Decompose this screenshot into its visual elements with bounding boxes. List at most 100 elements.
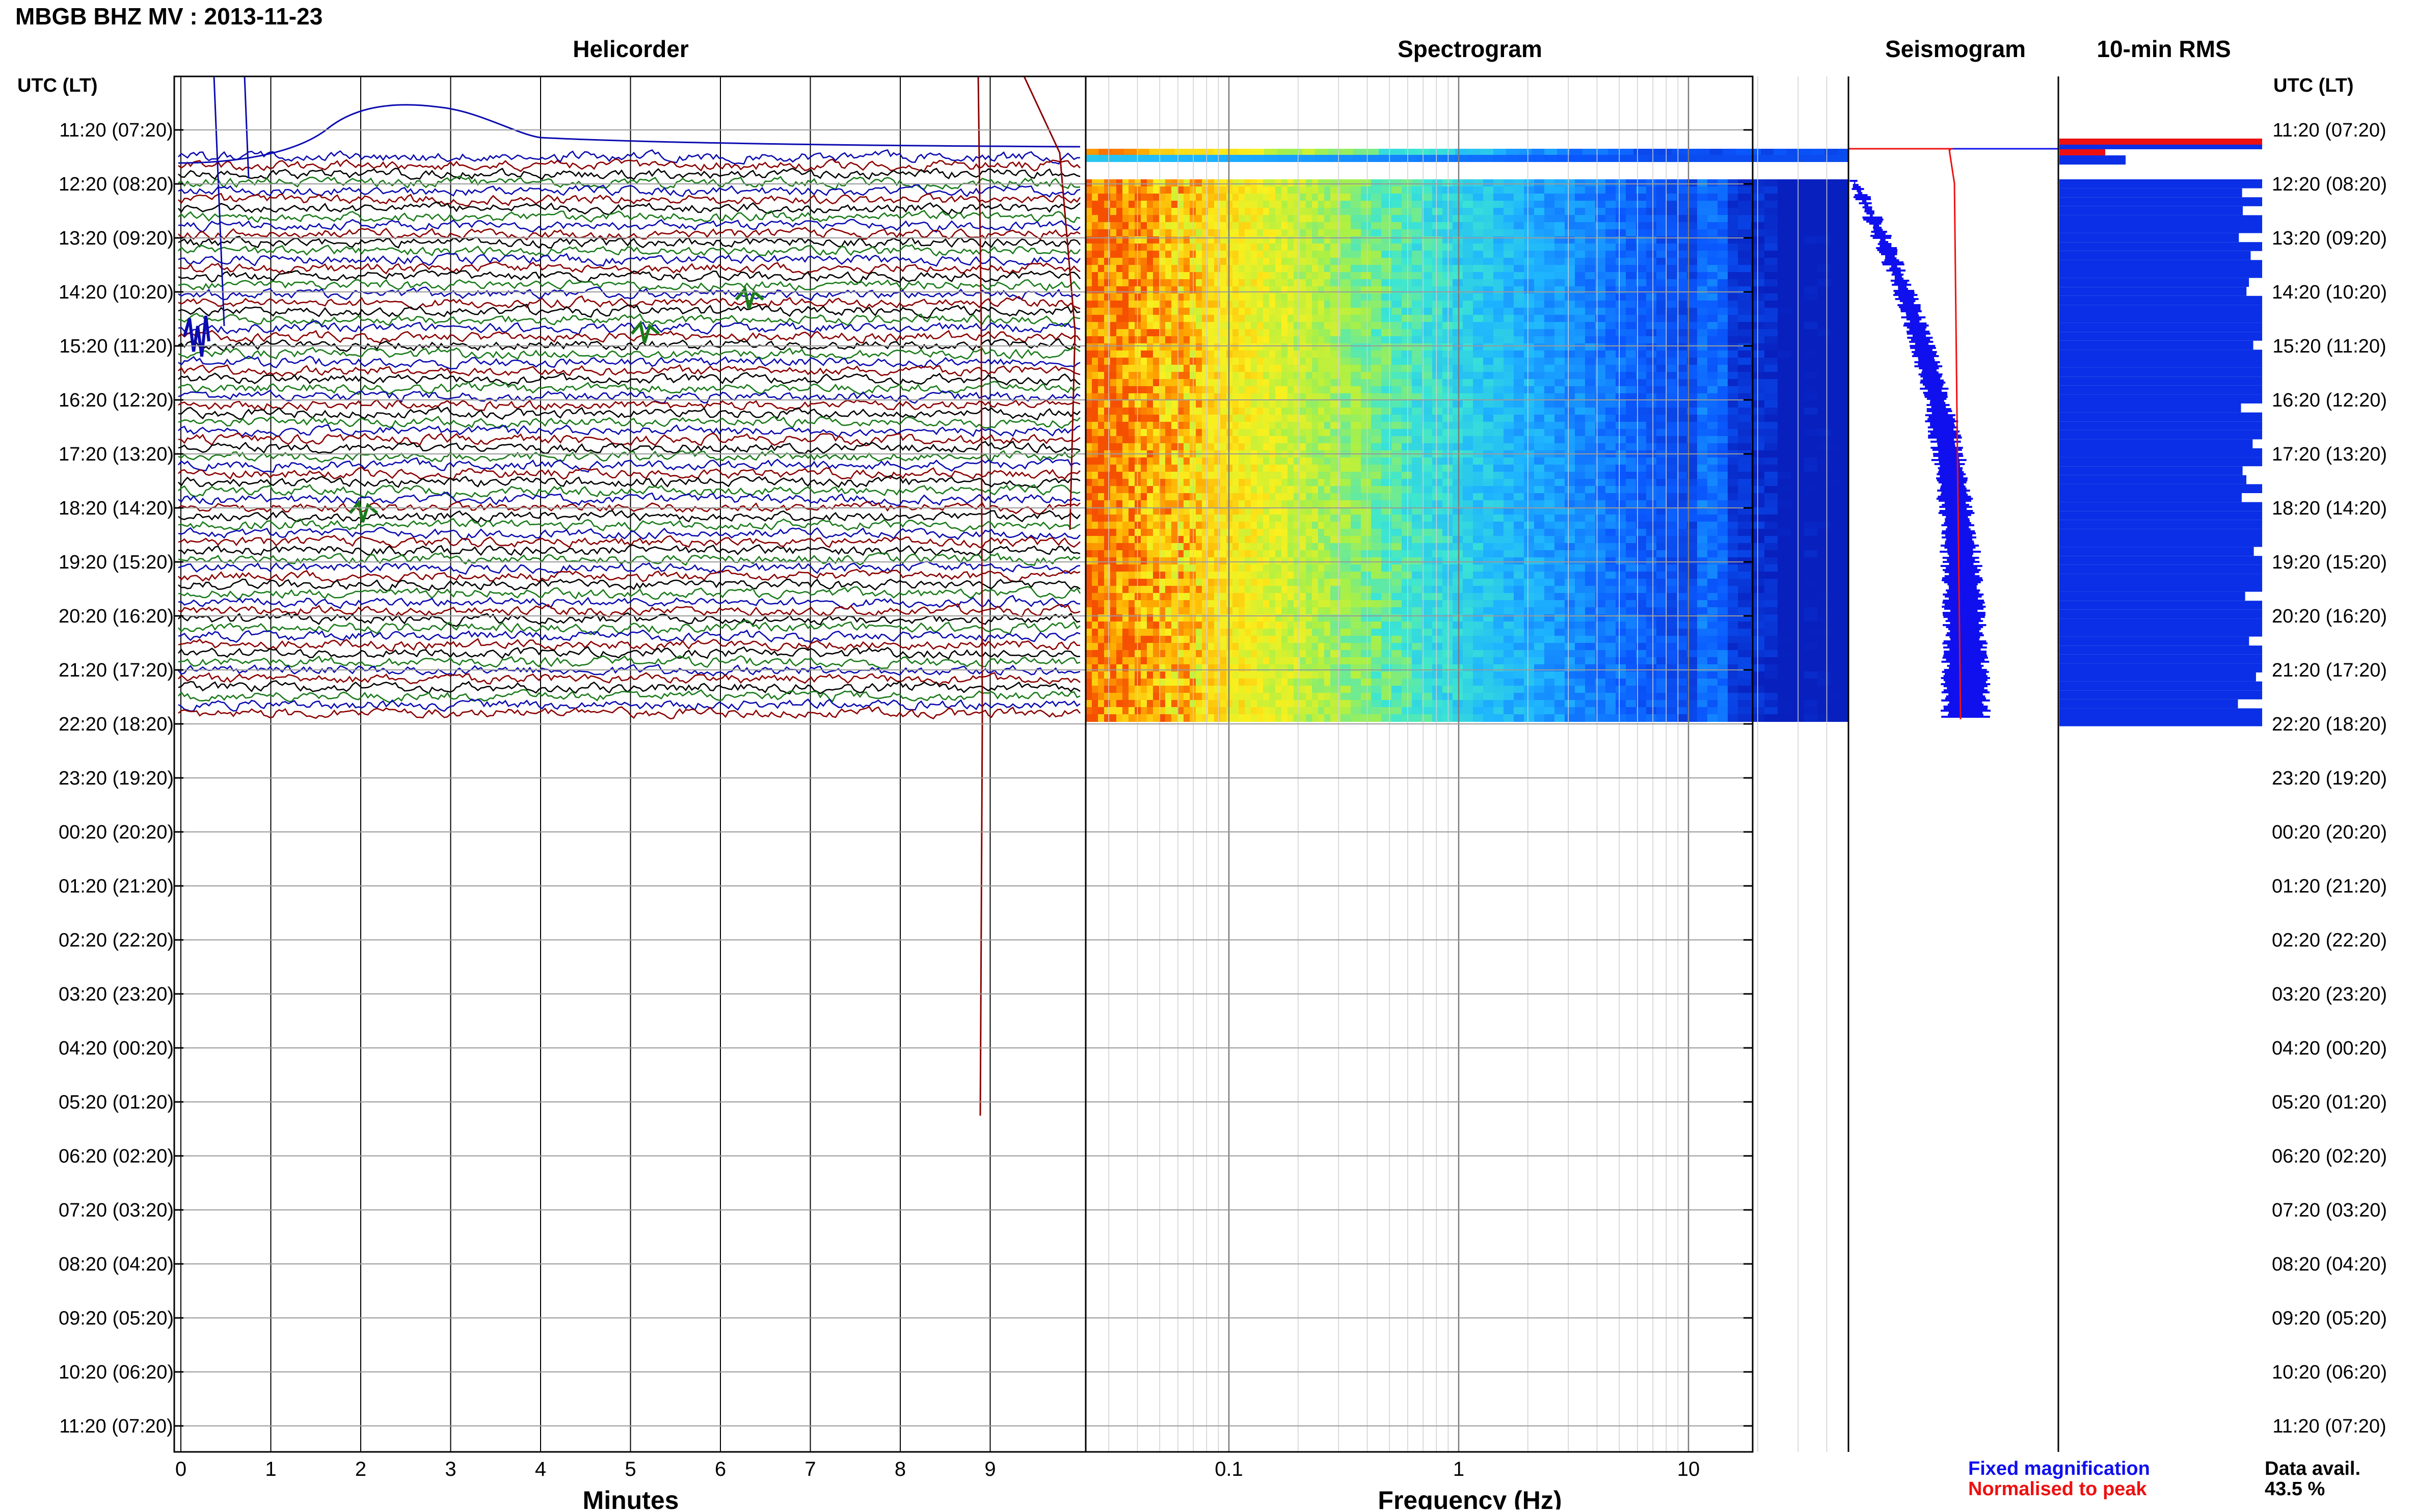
spectrogram-cell — [1483, 443, 1494, 451]
spectrogram-cell — [1697, 272, 1708, 280]
spectrogram-cell — [1687, 208, 1698, 215]
spectrogram-cell — [1245, 186, 1251, 194]
spectrogram-cell — [1153, 258, 1160, 265]
spectrogram-cell — [1514, 208, 1524, 215]
spectrogram-cell — [1171, 336, 1178, 344]
spectrogram-cell — [1239, 372, 1245, 380]
spectrogram-cell — [1116, 550, 1123, 558]
spectrogram-cell — [1381, 279, 1392, 287]
spectrogram-cell — [1844, 201, 1848, 208]
spectrogram-cell — [1616, 301, 1626, 308]
spectrogram-cell — [1595, 543, 1606, 551]
spectrogram-cell — [1483, 329, 1494, 337]
spectrogram-cell — [1232, 422, 1239, 429]
spectrogram-cell — [1514, 186, 1524, 194]
spectrogram-cell — [1214, 500, 1221, 508]
spectrogram-cell — [1239, 493, 1245, 501]
spectrogram-cell — [1646, 557, 1657, 565]
spectrogram-cell — [1667, 507, 1677, 515]
spectrogram-cell — [1493, 536, 1504, 544]
spectrogram-cell — [1104, 465, 1111, 472]
spectrogram-cell — [1251, 155, 1265, 162]
spectrogram-cell — [1391, 315, 1402, 322]
spectrogram-cell — [1667, 557, 1677, 565]
spectrogram-cell — [1351, 500, 1361, 508]
spectrogram-cell — [1202, 564, 1209, 572]
spectrogram-cell — [1098, 400, 1105, 408]
spectrogram-cell — [1412, 400, 1423, 408]
spectrogram-cell — [1196, 529, 1202, 536]
spectrogram-cell — [1324, 343, 1331, 351]
spectrogram-cell — [1483, 472, 1494, 479]
spectrogram-cell — [1257, 329, 1264, 337]
spectrogram-cell — [1412, 550, 1423, 558]
spectrogram-cell — [1544, 564, 1555, 572]
spectrogram-cell — [1667, 400, 1677, 408]
spectrogram-cell — [1251, 386, 1257, 394]
spectrogram-cell — [1667, 479, 1677, 487]
spectrogram-cell — [1287, 244, 1294, 251]
spectrogram-cell — [1493, 529, 1504, 536]
spectrogram-cell — [1184, 272, 1190, 280]
spectrogram-cell — [1214, 536, 1221, 544]
spectrogram-cell — [1141, 479, 1147, 487]
spectrogram-cell — [1595, 479, 1606, 487]
spectrogram-cell — [1116, 379, 1123, 387]
spectrogram-cell — [1442, 315, 1453, 322]
spectrogram-cell — [1208, 557, 1215, 565]
spectrogram-cell — [1135, 194, 1141, 201]
spectrogram-cell — [1585, 244, 1596, 251]
spectrogram-cell — [1277, 149, 1290, 155]
spectrogram-cell — [1687, 258, 1698, 265]
spectrogram-cell — [1677, 500, 1687, 508]
spectrogram-cell — [1432, 536, 1443, 544]
spectrogram-cell — [1595, 251, 1606, 258]
spectrogram-cell — [1294, 194, 1300, 201]
spectrogram-cell — [1269, 465, 1276, 472]
spectrogram-cell — [1575, 557, 1586, 565]
spectrogram-cell — [1565, 315, 1575, 322]
spectrogram-cell — [1159, 457, 1166, 465]
spectrogram-cell — [1141, 415, 1147, 422]
spectrogram-cell — [1366, 149, 1379, 155]
spectrogram-cell — [1391, 379, 1402, 387]
spectrogram-cell — [1453, 465, 1463, 472]
spectrogram-cell — [1263, 372, 1270, 380]
spectrogram-cell — [1463, 244, 1473, 251]
spectrogram-cell — [1141, 500, 1147, 508]
spectrogram-cell — [1687, 465, 1698, 472]
spectrogram-cell — [1220, 557, 1227, 565]
spectrogram-cell — [1514, 486, 1524, 494]
spectrogram-cell — [1764, 429, 1778, 437]
spectrogram-cell — [1141, 343, 1147, 351]
spectrogram-cell — [1324, 179, 1331, 187]
spectrogram-cell — [1294, 336, 1300, 344]
spectrogram-cell — [1318, 186, 1325, 194]
spectrogram-cell — [1306, 222, 1312, 230]
spectrogram-cell — [1616, 486, 1626, 494]
spectrogram-cell — [1214, 286, 1221, 294]
spectrogram-cell — [1707, 265, 1718, 273]
spectrogram-cell — [1098, 557, 1105, 565]
spectrogram-cell — [1422, 358, 1433, 365]
spectrogram-cell — [1764, 329, 1778, 337]
spectrogram-cell — [1202, 244, 1209, 251]
spectrogram-cell — [1585, 279, 1596, 287]
spectrogram-cell — [1812, 155, 1825, 162]
spectrogram-cell — [1300, 543, 1306, 551]
spectrogram-cell — [1153, 408, 1160, 415]
spectrogram-cell — [1432, 507, 1443, 515]
spectrogram-cell — [1493, 322, 1504, 330]
spectrogram-cell — [1171, 393, 1178, 401]
spectrogram-cell — [1738, 386, 1752, 394]
spectrogram-cell — [1171, 564, 1178, 572]
spectrogram-cell — [1381, 365, 1392, 372]
spectrogram-cell — [1575, 329, 1586, 337]
spectrogram-cell — [1442, 550, 1453, 558]
spectrogram-cell — [1275, 322, 1282, 330]
spectrogram-cell — [1483, 393, 1494, 401]
spectrogram-cell — [1263, 350, 1270, 358]
spectrogram-cell — [1300, 258, 1306, 265]
spectrogram-cell — [1086, 201, 1092, 208]
spectrogram-cell — [1232, 550, 1239, 558]
